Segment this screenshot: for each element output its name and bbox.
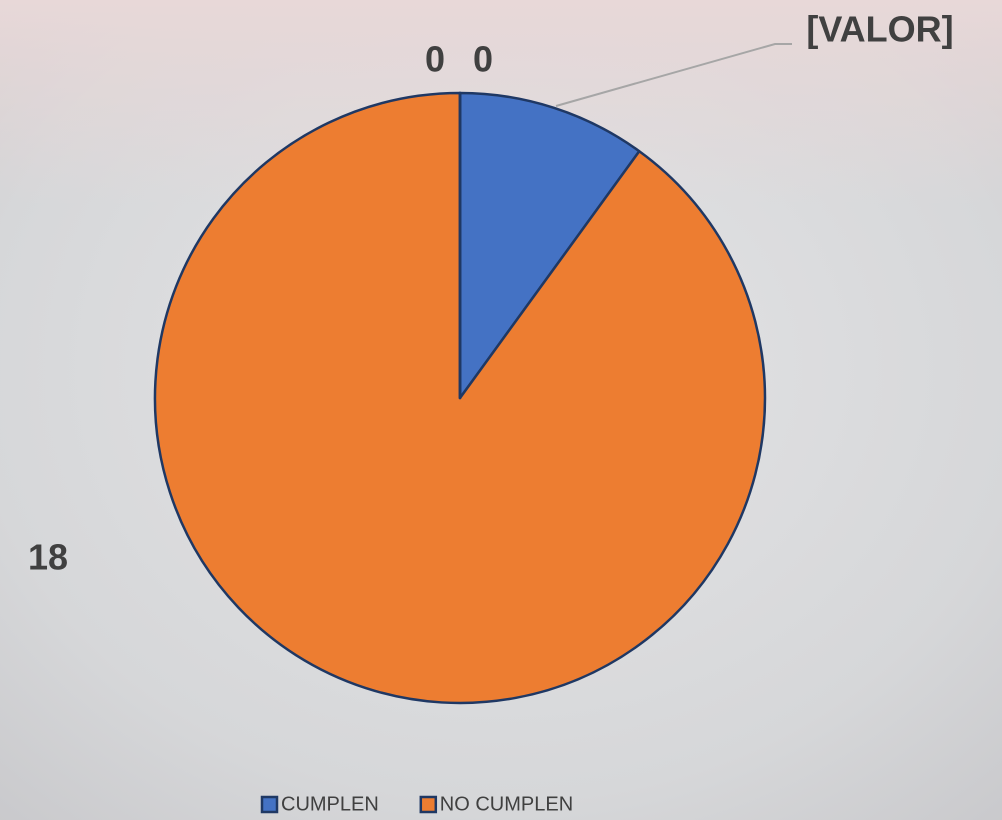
chart: [VALOR] 18 00 CUMPLEN NO CUMPLEN — [0, 0, 1002, 820]
data-label: 18 — [28, 537, 68, 578]
legend-label: CUMPLEN — [281, 793, 379, 815]
legend-swatch — [421, 797, 436, 812]
data-label: 0 — [473, 39, 493, 80]
data-label: [VALOR] — [806, 9, 953, 50]
legend-swatch — [262, 797, 277, 812]
data-label: 0 — [425, 39, 445, 80]
legend-label: NO CUMPLEN — [440, 793, 573, 815]
